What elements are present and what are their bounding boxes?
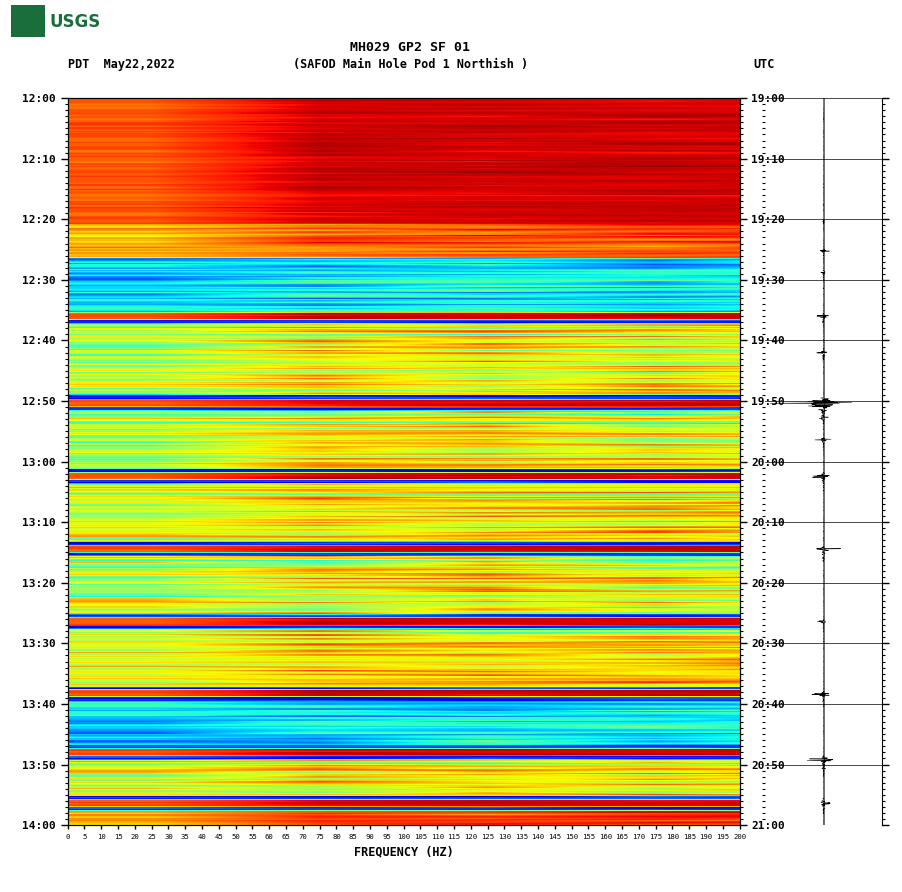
Text: MH029 GP2 SF 01: MH029 GP2 SF 01 [350,40,471,54]
Text: PDT  May22,2022: PDT May22,2022 [68,58,174,71]
Text: USGS: USGS [50,13,101,31]
Text: UTC: UTC [753,58,775,71]
Text: (SAFOD Main Hole Pod 1 Northish ): (SAFOD Main Hole Pod 1 Northish ) [293,58,528,71]
X-axis label: FREQUENCY (HZ): FREQUENCY (HZ) [354,846,454,859]
